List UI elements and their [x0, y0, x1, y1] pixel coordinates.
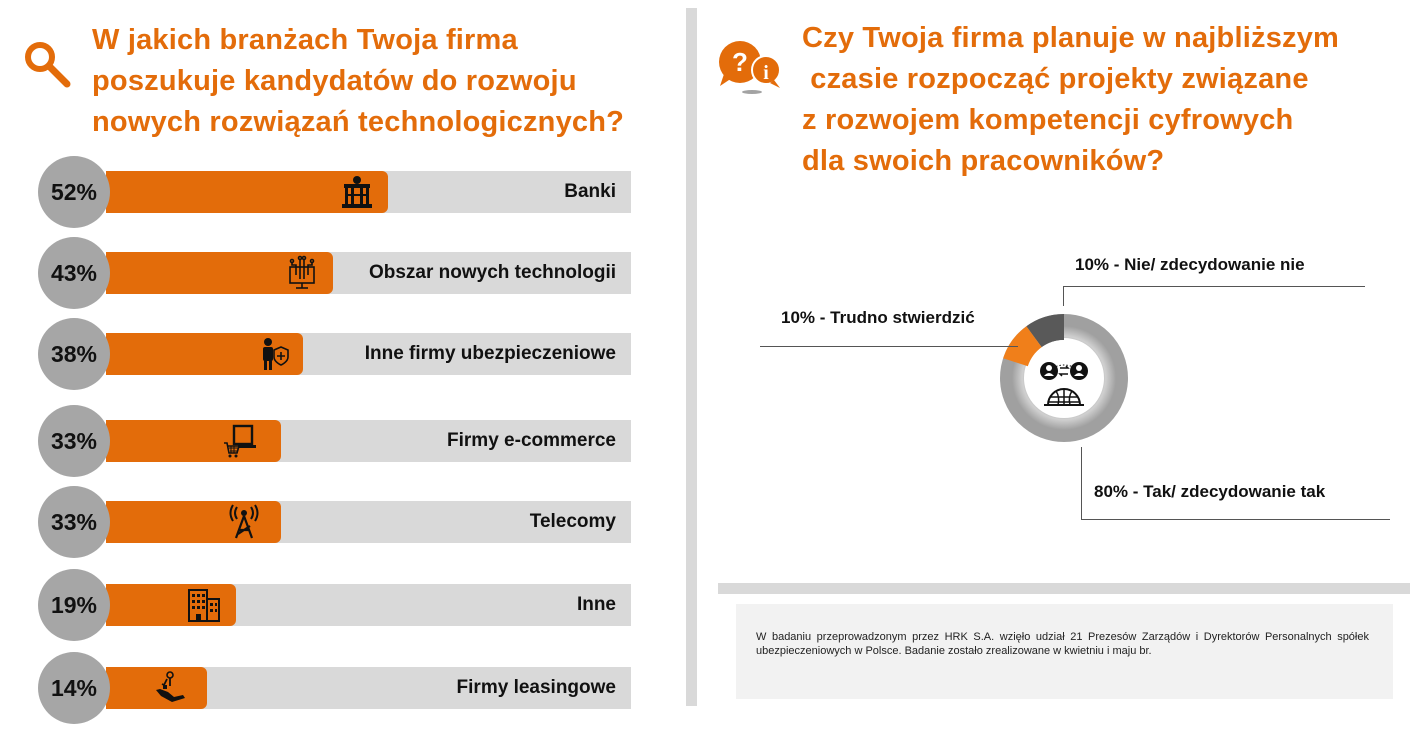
leader-line-nie-vert [1063, 286, 1064, 306]
left-panel: W jakich branżach Twoja firma poszukuje … [0, 0, 680, 735]
legend-trudno: 10% - Trudno stwierdzić [781, 308, 975, 327]
donut-chart [1000, 314, 1128, 442]
bar-row-telecomy: Telecomy 33% [36, 482, 636, 562]
percent-badge: 33% [38, 405, 110, 477]
bar-label: Firmy e-commerce [447, 430, 616, 451]
right-question-title: Czy Twoja firma planuje w najbliższym cz… [802, 18, 1339, 182]
person-shield-icon [263, 338, 289, 370]
title-line: z rozwojem kompetencji cyfrowych [802, 104, 1294, 136]
bar-fill [106, 171, 388, 213]
donut-segment-nie [1026, 314, 1064, 348]
bar-label: Telecomy [529, 511, 616, 532]
legend-tak: 80% - Tak/ zdecydowanie tak [1094, 482, 1326, 501]
bar-fill [106, 667, 207, 709]
left-question-title: W jakich branżach Twoja firma poszukuje … [92, 20, 624, 143]
bar-label: Firmy leasingowe [456, 677, 616, 698]
percent-badge: 38% [38, 318, 110, 390]
legend-nie: 10% - Nie/ zdecydowanie nie [1075, 255, 1305, 274]
bar-row-banki: Banki 52% [36, 152, 636, 232]
bar-fill [106, 584, 236, 626]
bar-label: Inne [576, 594, 616, 615]
title-line: Czy Twoja firma planuje w najbliższym [802, 22, 1340, 54]
study-note-text: W badaniu przeprowadzonym przez HRK S.A.… [756, 631, 1369, 657]
percent-badge: 43% [38, 237, 110, 309]
question-info-bubbles-icon: ? i [719, 41, 781, 94]
bank-icon [342, 176, 372, 208]
bar-label: Obszar nowych technologii [368, 262, 616, 283]
bar-row-inne: Inne 19% [36, 565, 636, 645]
leader-line-trudno [760, 346, 1018, 347]
leader-line-tak [1081, 519, 1390, 520]
title-line: poszukuje kandydatów do rozwoju [92, 65, 577, 97]
laptop-cart-icon [224, 424, 256, 458]
svg-text:i: i [763, 62, 769, 84]
percent-badge: 14% [38, 652, 110, 724]
title-line: dla swoich pracowników? [802, 145, 1165, 177]
horizontal-divider [718, 583, 1410, 594]
people-exchange-globe-icon [1040, 362, 1088, 406]
study-note-box: W badaniu przeprowadzonym przez HRK S.A.… [736, 604, 1393, 699]
magnifier-icon [25, 42, 71, 88]
hand-keys-icon [156, 671, 185, 702]
office-buildings-icon [188, 589, 220, 622]
leader-line-tak-vert [1081, 447, 1082, 519]
bar-row-leasingowe: Firmy leasingowe 14% [36, 648, 636, 728]
percent-badge: 33% [38, 486, 110, 558]
svg-text:?: ? [732, 47, 748, 77]
title-line: nowych rozwiązań technologicznych? [92, 106, 625, 138]
bar-label: Inne firmy ubezpieczeniowe [364, 343, 616, 364]
bar-row-e-commerce: Firmy e-commerce 33% [36, 401, 636, 481]
right-panel: ? i Czy Twoja firma planuje w najbliższy… [700, 0, 1415, 735]
bar-row-nowe-technologie: Obszar nowych technologii 43% [36, 233, 636, 313]
tech-monitor-icon [289, 255, 315, 289]
percent-badge: 52% [38, 156, 110, 228]
bar-label: Banki [564, 181, 616, 202]
leader-line-nie [1063, 286, 1365, 287]
donut-segment-trudno [1003, 326, 1042, 367]
title-line: czasie rozpocząć projekty związane [802, 63, 1309, 95]
bar-row-ubezpieczeniowe: Inne firmy ubezpieczeniowe 38% [36, 314, 636, 394]
percent-badge: 19% [38, 569, 110, 641]
vertical-divider [686, 8, 697, 706]
antenna-tower-icon [229, 504, 259, 539]
bar-fill [106, 252, 333, 294]
title-line: W jakich branżach Twoja firma [92, 24, 518, 56]
